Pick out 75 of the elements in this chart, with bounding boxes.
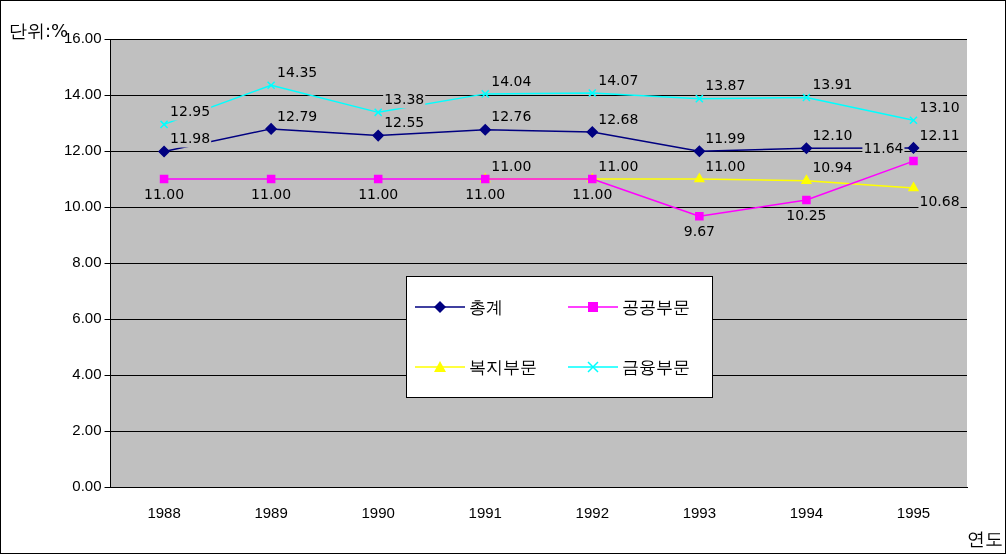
x-tick-label: 1995	[896, 504, 931, 522]
data-label: 11.00	[358, 185, 399, 202]
point	[908, 182, 919, 192]
data-label: 13.87	[705, 77, 746, 94]
legend-label: 공공부문	[621, 295, 690, 319]
data-label: 11.64	[863, 139, 904, 156]
legend-label: 금융부문	[621, 355, 690, 379]
point	[694, 173, 705, 183]
data-label: 12.55	[384, 114, 425, 131]
data-label: 14.07	[598, 71, 639, 88]
point	[158, 145, 170, 158]
data-label: 11.00	[251, 185, 292, 202]
point	[266, 174, 276, 184]
data-label: 13.38	[384, 91, 425, 107]
data-label: 11.00	[144, 185, 185, 202]
data-label: 14.35	[277, 63, 318, 80]
data-label: 12.95	[170, 103, 211, 120]
y-tick-label: 14.00	[63, 85, 102, 103]
point	[372, 129, 384, 142]
point	[802, 93, 811, 102]
point	[907, 142, 920, 154]
data-label: 10.94	[812, 159, 853, 176]
x-tick-label: 1988	[147, 504, 181, 522]
point	[802, 195, 811, 205]
y-tick-label: 2.00	[72, 421, 102, 439]
point	[373, 108, 383, 117]
point	[159, 120, 169, 129]
data-label: 9.67	[683, 222, 715, 239]
point	[586, 126, 599, 138]
point	[373, 174, 383, 184]
data-label: 11.00	[572, 185, 613, 202]
x-tick-label: 1989	[254, 504, 288, 522]
data-label: 13.10	[919, 98, 960, 115]
point	[909, 115, 918, 125]
data-label: 13.91	[812, 76, 853, 93]
y-tick-label: 6.00	[72, 309, 102, 327]
data-label: 12.68	[598, 110, 639, 127]
point	[800, 142, 813, 154]
legend-label: 복지부문	[469, 355, 537, 379]
y-tick-label: 12.00	[63, 141, 102, 159]
data-label: 12.79	[277, 107, 318, 124]
point	[266, 80, 276, 90]
data-label: 10.25	[786, 206, 827, 223]
data-label: 11.99	[705, 129, 746, 146]
point	[695, 94, 704, 103]
data-label: 11.00	[705, 157, 746, 174]
y-tick-label: 4.00	[72, 365, 102, 383]
y-tick-label: 10.00	[63, 197, 102, 215]
legend-label: 총계	[469, 295, 503, 319]
x-tick-label: 1992	[575, 504, 609, 522]
x-axis-title: 연도	[967, 527, 1003, 551]
data-label: 11.00	[491, 157, 532, 174]
point	[909, 156, 918, 166]
point	[480, 89, 490, 99]
data-label: 10.68	[919, 192, 960, 209]
data-label: 11.00	[465, 185, 506, 202]
data-label: 14.04	[491, 72, 532, 89]
data-label: 12.11	[919, 126, 960, 143]
data-label: 12.10	[812, 126, 853, 143]
point	[695, 211, 704, 221]
x-tick-label: 1991	[468, 504, 502, 522]
data-label: 11.00	[598, 157, 639, 174]
data-label: 11.98	[170, 130, 211, 147]
data-label: 12.76	[491, 108, 532, 125]
point	[588, 88, 597, 98]
y-tick-label: 8.00	[72, 253, 102, 271]
x-tick-label: 1994	[789, 504, 824, 522]
x-tick-label: 1990	[361, 504, 395, 522]
y-tick-label: 0.00	[72, 477, 102, 495]
point	[159, 174, 169, 184]
point	[265, 123, 277, 135]
point	[479, 123, 491, 136]
point	[693, 145, 706, 158]
x-tick-label: 1993	[682, 504, 717, 522]
point	[801, 174, 812, 184]
